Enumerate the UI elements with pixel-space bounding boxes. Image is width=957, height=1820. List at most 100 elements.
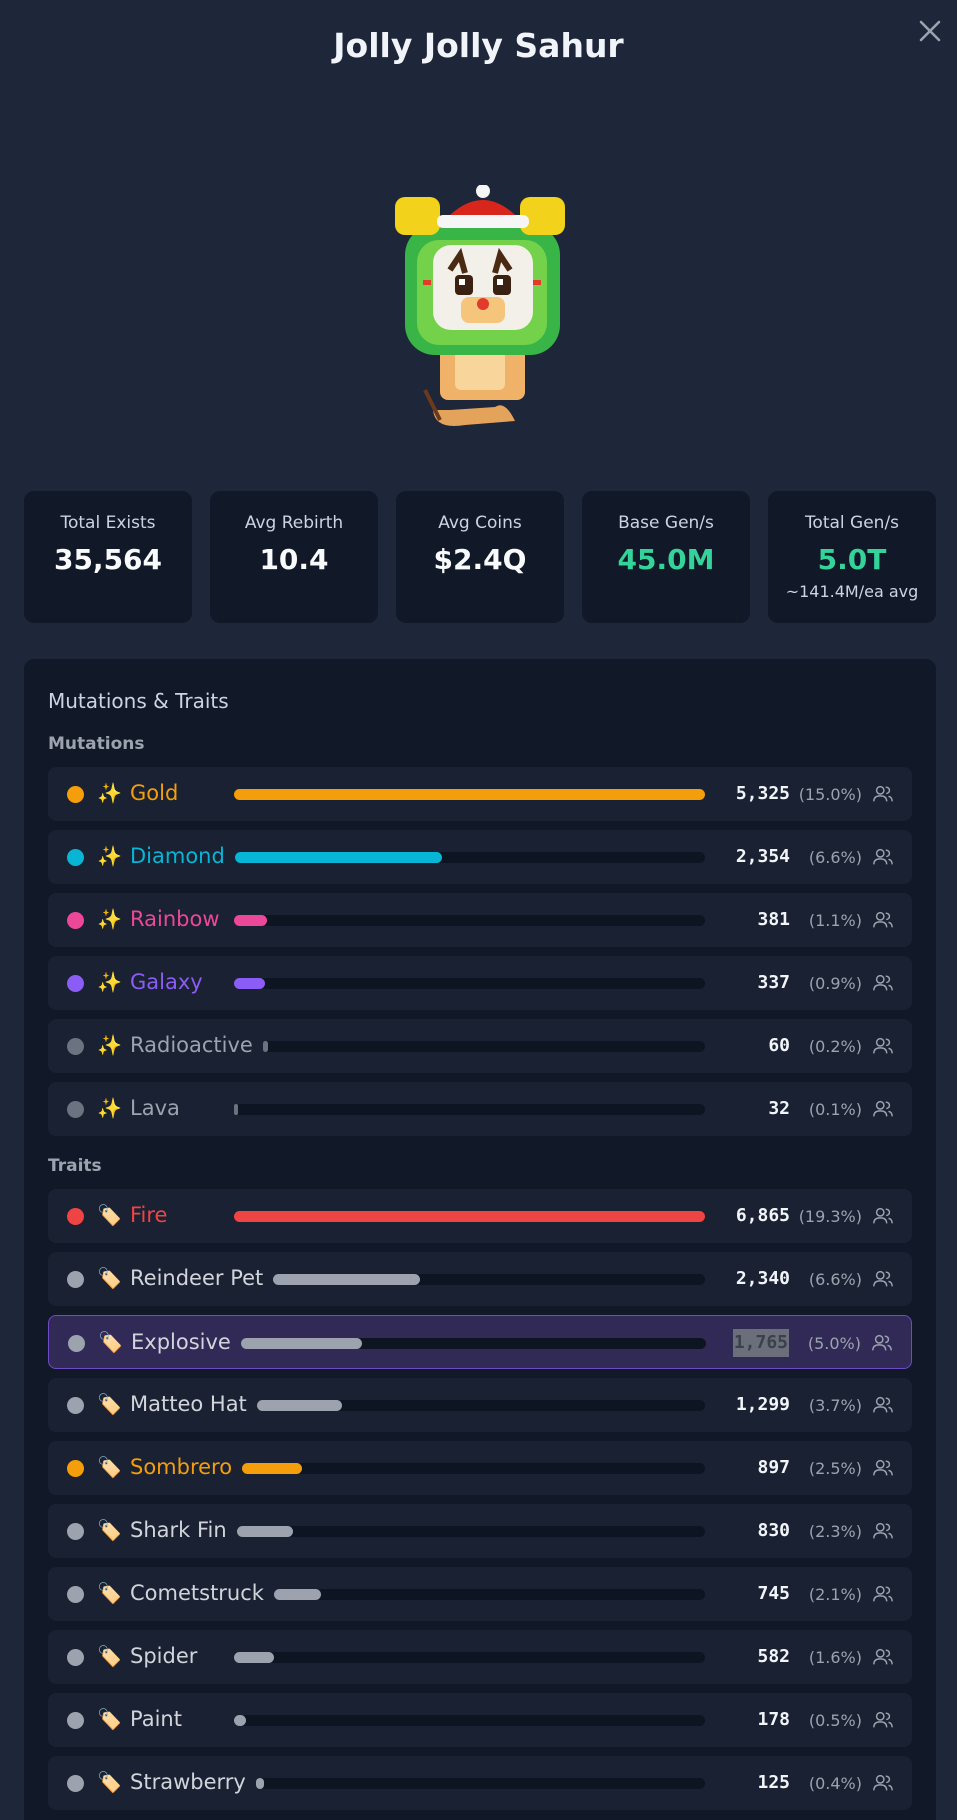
mutation-name: Lava	[130, 1096, 180, 1120]
trait-row[interactable]: 🏷️ Explosive 1,765 (5.0%)	[48, 1315, 912, 1369]
mutation-row[interactable]: ✨ Galaxy 337 (0.9%)	[48, 956, 912, 1010]
stat-card-total-exists: Total Exists 35,564	[24, 491, 192, 623]
trait-row[interactable]: 🏷️ Matteo Hat 1,299 (3.7%)	[48, 1378, 912, 1432]
trait-percent: (5.0%)	[807, 1334, 861, 1353]
trait-percent: (0.5%)	[808, 1711, 862, 1730]
status-dot	[67, 1523, 84, 1540]
trait-row[interactable]: 🏷️ Shark Fin 830 (2.3%)	[48, 1504, 912, 1558]
mutation-bar-track	[262, 1041, 705, 1052]
sparkles-icon: ✨	[97, 907, 122, 931]
trait-name: Strawberry	[130, 1770, 246, 1794]
stat-card-total-gen: Total Gen/s 5.0T ~141.4M/ea avg	[768, 491, 936, 623]
mutation-count: 381	[757, 909, 790, 930]
trait-row[interactable]: 🏷️ Reindeer Pet 2,340 (6.6%)	[48, 1252, 912, 1306]
tag-icon: 🏷️	[97, 1203, 122, 1227]
trait-row[interactable]: 🏷️ Sombrero 897 (2.5%)	[48, 1441, 912, 1495]
stat-card-base-gen: Base Gen/s 45.0M	[582, 491, 750, 623]
trait-percent: (2.3%)	[808, 1522, 862, 1541]
users-icon[interactable]	[872, 1583, 894, 1605]
stat-label: Total Exists	[60, 513, 156, 533]
users-icon[interactable]	[872, 1268, 894, 1290]
stat-card-avg-coins: Avg Coins $2.4Q	[396, 491, 564, 623]
trait-count: 582	[757, 1646, 790, 1667]
mutation-percent: (15.0%)	[798, 785, 862, 804]
mutation-bar-fill	[234, 789, 705, 800]
stat-value: 35,564	[53, 543, 163, 576]
mutation-row[interactable]: ✨ Rainbow 381 (1.1%)	[48, 893, 912, 947]
mutation-bar-fill	[234, 852, 442, 863]
mutation-row[interactable]: ✨ Gold 5,325 (15.0%)	[48, 767, 912, 821]
users-icon[interactable]	[872, 972, 894, 994]
users-icon[interactable]	[872, 783, 894, 805]
trait-name: Sombrero	[130, 1455, 233, 1479]
trait-bar-track	[234, 1652, 705, 1663]
trait-row[interactable]: 🏷️ Strawberry 125 (0.4%)	[48, 1756, 912, 1810]
status-dot	[67, 912, 84, 929]
mutation-name: Rainbow	[130, 907, 220, 931]
trait-bar-track	[240, 1338, 706, 1349]
mutation-percent: (0.9%)	[808, 974, 862, 993]
users-icon[interactable]	[872, 846, 894, 868]
users-icon[interactable]	[872, 1520, 894, 1542]
tag-icon: 🏷️	[97, 1770, 122, 1794]
trait-row[interactable]: 🏷️ Fire 6,865 (19.3%)	[48, 1189, 912, 1243]
trait-row[interactable]: 🏷️ Spider 582 (1.6%)	[48, 1630, 912, 1684]
trait-bar-fill	[256, 1400, 342, 1411]
trait-name: Spider	[130, 1644, 198, 1668]
traits-section-title: Traits	[48, 1156, 102, 1176]
close-icon[interactable]	[913, 14, 947, 48]
trait-row[interactable]: 🏷️ Paint 178 (0.5%)	[48, 1693, 912, 1747]
users-icon[interactable]	[872, 1772, 894, 1794]
trait-name: Explosive	[131, 1330, 231, 1354]
trait-bar-fill	[234, 1715, 247, 1726]
trait-bar-fill	[234, 1211, 705, 1222]
mutation-percent: (0.1%)	[808, 1100, 862, 1119]
mutation-row[interactable]: ✨ Radioactive 60 (0.2%)	[48, 1019, 912, 1073]
mutation-bar-track	[234, 789, 705, 800]
mutation-row[interactable]: ✨ Diamond 2,354 (6.6%)	[48, 830, 912, 884]
mutation-bar-fill	[234, 1104, 238, 1115]
mutation-row[interactable]: ✨ Lava 32 (0.1%)	[48, 1082, 912, 1136]
mutation-name: Gold	[130, 781, 179, 805]
stat-label: Avg Rebirth	[244, 513, 344, 533]
users-icon[interactable]	[871, 1332, 893, 1354]
trait-percent: (6.6%)	[808, 1270, 862, 1289]
sparkles-icon: ✨	[97, 781, 122, 805]
mutation-name: Galaxy	[130, 970, 203, 994]
status-dot	[67, 1208, 84, 1225]
trait-bar-fill	[240, 1338, 362, 1349]
sparkles-icon: ✨	[97, 1033, 122, 1057]
mutation-percent: (6.6%)	[808, 848, 862, 867]
trait-bar-track	[234, 1715, 705, 1726]
trait-name: Paint	[130, 1707, 182, 1731]
mutation-count: 60	[768, 1035, 790, 1056]
mutation-percent: (1.1%)	[808, 911, 862, 930]
users-icon[interactable]	[872, 1394, 894, 1416]
trait-count: 1,299	[735, 1394, 790, 1415]
stat-label: Total Gen/s	[804, 513, 900, 533]
users-icon[interactable]	[872, 1205, 894, 1227]
trait-percent: (0.4%)	[808, 1774, 862, 1793]
trait-bar-fill	[273, 1274, 421, 1285]
brainrot-sprite	[395, 184, 565, 435]
stat-value: $2.4Q	[433, 543, 527, 576]
users-icon[interactable]	[872, 1646, 894, 1668]
trait-name: Shark Fin	[130, 1518, 227, 1542]
users-icon[interactable]	[872, 909, 894, 931]
trait-name: Fire	[130, 1203, 168, 1227]
trait-count: 125	[757, 1772, 790, 1793]
sparkles-icon: ✨	[97, 1096, 122, 1120]
trait-row[interactable]: 🏷️ Cometstruck 745 (2.1%)	[48, 1567, 912, 1621]
sparkles-icon: ✨	[97, 970, 122, 994]
users-icon[interactable]	[872, 1098, 894, 1120]
users-icon[interactable]	[872, 1457, 894, 1479]
users-icon[interactable]	[872, 1035, 894, 1057]
users-icon[interactable]	[872, 1709, 894, 1731]
trait-bar-track	[255, 1778, 705, 1789]
trait-bar-fill	[236, 1526, 293, 1537]
status-dot	[67, 1586, 84, 1603]
mutation-bar-fill	[234, 915, 267, 926]
trait-bar-track	[242, 1463, 705, 1474]
status-dot	[67, 1271, 84, 1288]
trait-percent: (19.3%)	[798, 1207, 862, 1226]
